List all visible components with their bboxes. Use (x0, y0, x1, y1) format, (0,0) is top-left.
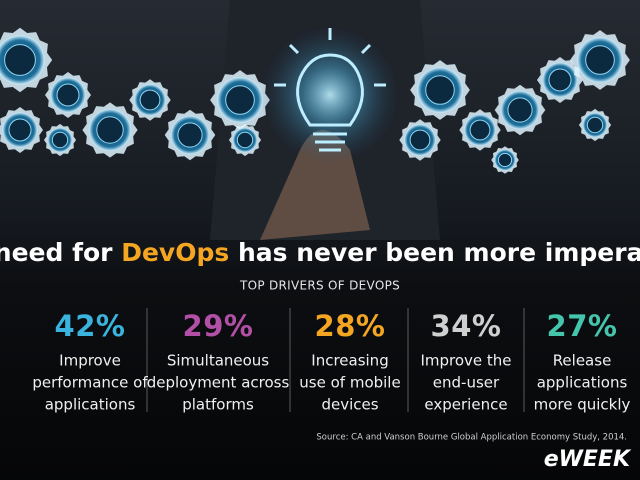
gear-hub (425, 75, 455, 105)
stat-percent: 34% (431, 309, 502, 343)
stat-percent: 28% (315, 309, 386, 343)
bulb-glow (260, 25, 400, 165)
stat-label: Simultaneous (167, 352, 269, 370)
stat-label: performance of (32, 374, 148, 392)
stat-label: use of mobile (299, 374, 400, 392)
gear (228, 123, 262, 157)
stat-label: Improve the (420, 352, 511, 370)
lightbulb (274, 28, 386, 152)
stat-label: applications (45, 396, 136, 414)
headline-text: The need for (0, 238, 121, 267)
gear-hub (469, 119, 491, 141)
gear (410, 60, 470, 120)
gear-hub (51, 131, 69, 149)
gear (82, 102, 138, 158)
headline-highlight: DevOps (121, 238, 229, 267)
gear (43, 123, 77, 157)
gear (491, 146, 519, 174)
stat-label: end-user (433, 374, 500, 392)
gear (537, 57, 583, 103)
gear-hub (586, 116, 604, 134)
gear-hub (4, 44, 36, 76)
gear (0, 107, 43, 153)
gear-hub (236, 131, 254, 149)
stat-percent: 42% (55, 309, 126, 343)
stat-label: experience (424, 396, 507, 414)
gear-hub (139, 89, 161, 111)
gear-hub (507, 97, 533, 123)
gear (570, 30, 630, 90)
headline-text: has never been more imperative. (229, 238, 640, 267)
gear-hub (96, 116, 124, 144)
subtitle: TOP DRIVERS OF DEVOPS (239, 279, 400, 293)
gear-hub (8, 118, 32, 142)
stat-percent: 29% (183, 309, 254, 343)
stat-label: platforms (182, 396, 254, 414)
stat-label: deployment across (147, 374, 290, 392)
source: Source: CA and Vanson Bourne Global Appl… (316, 433, 627, 443)
gear (164, 109, 216, 161)
gear-hub (497, 152, 513, 168)
stat-label: more quickly (534, 396, 631, 414)
gear-hub (409, 129, 431, 151)
gear-hub (548, 68, 572, 92)
stat-label: devices (321, 396, 378, 414)
stats: 42% Improve performance of applications 29% S… (32, 308, 631, 414)
gear-hub (177, 122, 203, 148)
gear (0, 27, 53, 93)
gear (459, 109, 501, 151)
headline: The need for DevOps has never been more … (0, 238, 640, 267)
gear-hub (585, 45, 615, 75)
logo: eWEEK (544, 447, 632, 472)
stat-label: Release (553, 352, 612, 370)
gear-hub (56, 83, 80, 107)
gear (399, 119, 441, 161)
stat-label: Improve (59, 352, 121, 370)
gear (210, 70, 270, 130)
gear (578, 108, 612, 142)
gears (0, 27, 630, 174)
stat-percent: 27% (547, 309, 618, 343)
gear (129, 79, 171, 121)
gear (494, 84, 546, 136)
gear-hub (225, 85, 255, 115)
stat-label: Increasing (311, 352, 388, 370)
gear (45, 72, 91, 118)
stat-label: applications (537, 374, 628, 392)
